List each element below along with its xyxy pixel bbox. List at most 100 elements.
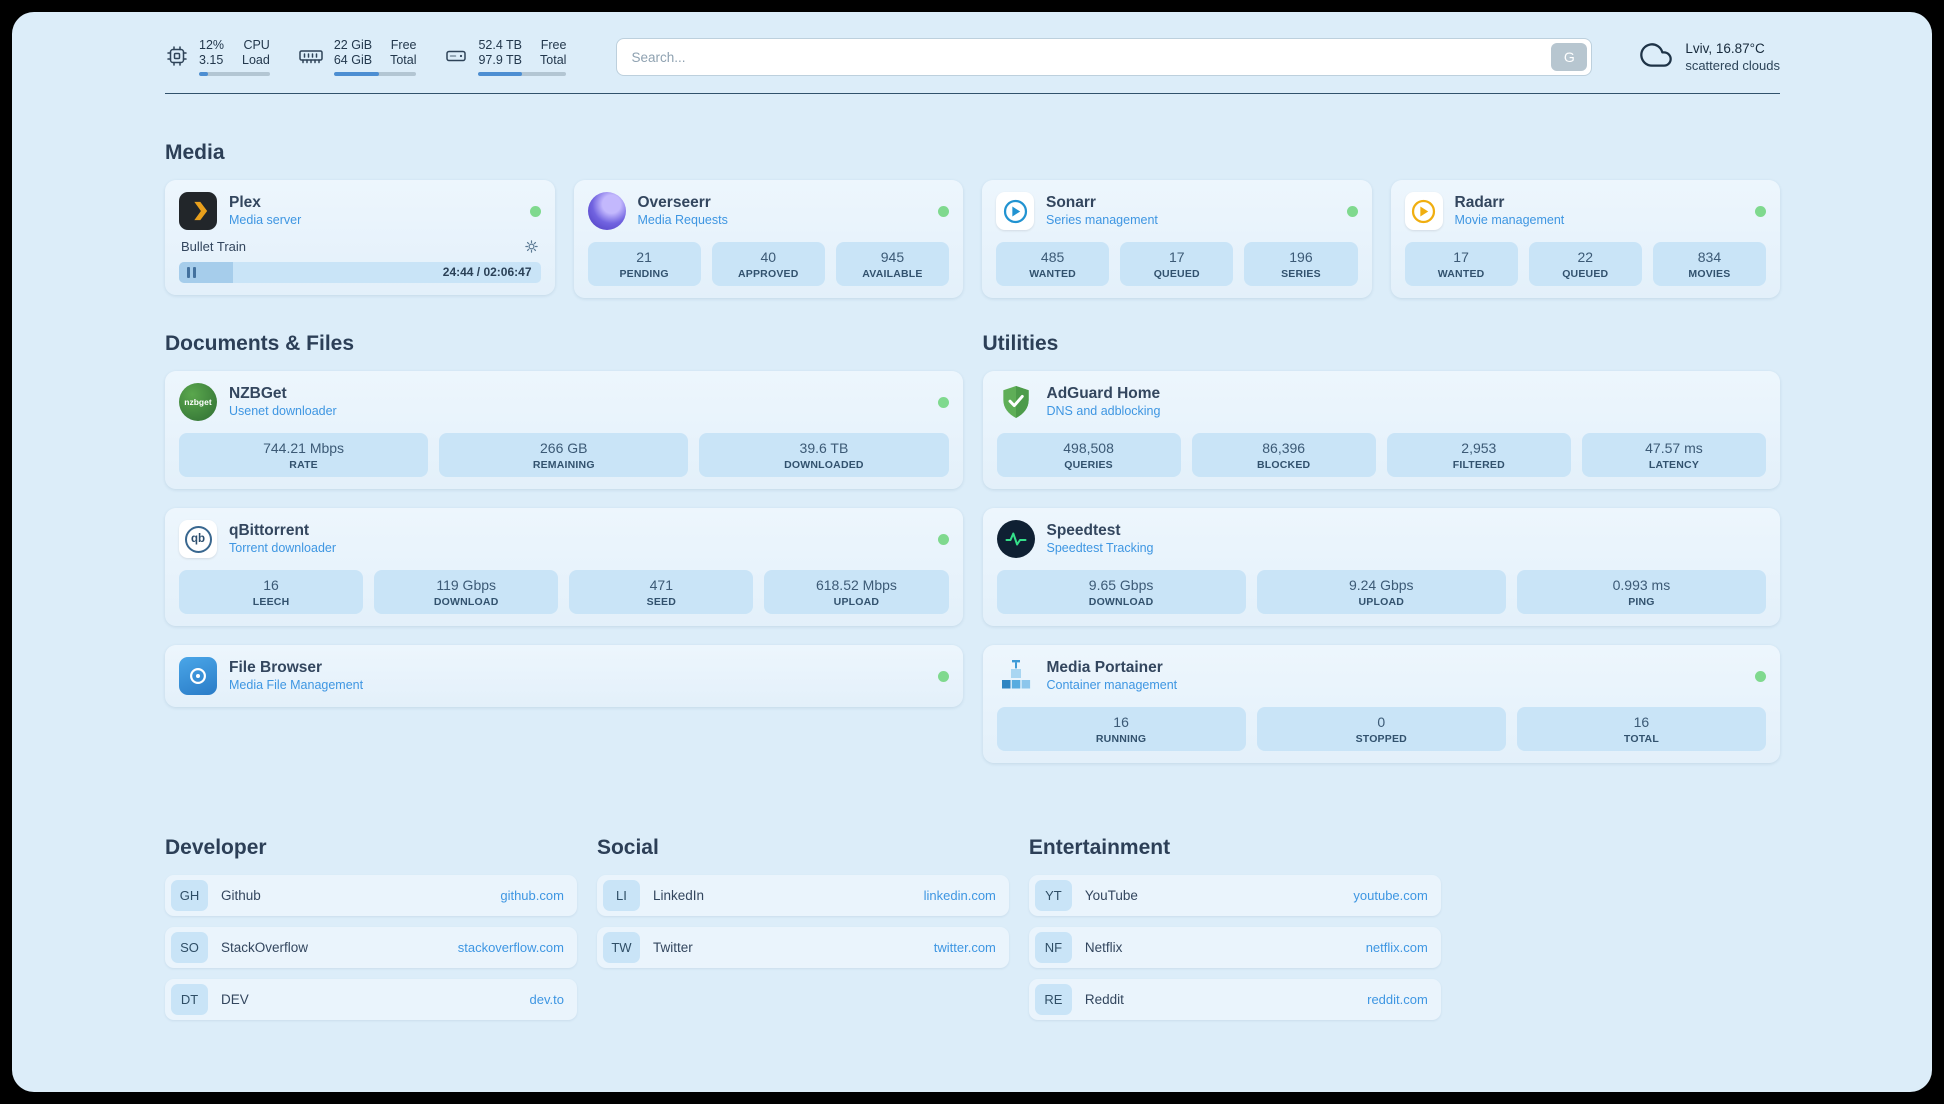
playback-progressbar[interactable]: 24:44 / 02:06:47 [179, 262, 541, 283]
topbar: 12% CPU 3.15 Load [165, 38, 1780, 76]
link-row-youtube[interactable]: YT YouTube youtube.com [1028, 875, 1441, 916]
stat-box: 0 STOPPED [1256, 707, 1506, 751]
weather-location: Lviv, 16.87°C [1685, 41, 1765, 56]
linkedin-badge: LI [602, 880, 640, 911]
cpu-progress-fill [199, 72, 208, 76]
link-url[interactable]: youtube.com [1353, 888, 1428, 903]
stat-value: 196 [1289, 249, 1313, 265]
stackoverflow-badge: SO [171, 932, 208, 963]
stat-value: 16 [263, 577, 279, 593]
stat-value: 834 [1697, 249, 1722, 265]
disk-widget: 52.4 TB Free 97.9 TB Total [444, 38, 567, 76]
qbittorrent-card[interactable]: qb qBittorrent Torrent downloader 16 LEE… [165, 508, 963, 626]
adguard-card[interactable]: AdGuard Home DNS and adblocking 498,508 … [982, 371, 1780, 489]
link-url[interactable]: reddit.com [1367, 992, 1428, 1007]
speedtest-icon [996, 520, 1035, 558]
link-row-stackoverflow[interactable]: SO StackOverflow stackoverflow.com [165, 927, 577, 968]
stat-value: 47.57 ms [1645, 440, 1703, 456]
link-url[interactable]: dev.to [529, 992, 564, 1007]
stat-label: STOPPED [1355, 733, 1407, 745]
stat-value: 0.993 ms [1612, 577, 1671, 593]
qbittorrent-icon-text: qb [184, 525, 212, 553]
link-url[interactable]: linkedin.com [923, 888, 996, 903]
radarr-status-dot [1755, 205, 1766, 217]
stat-label: PENDING [619, 268, 669, 280]
link-name: Twitter [652, 940, 693, 955]
link-name: DEV [221, 992, 249, 1007]
portainer-icon [997, 657, 1035, 695]
radarr-subtitle: Movie management [1454, 213, 1565, 228]
link-row-reddit[interactable]: RE Reddit reddit.com [1028, 979, 1441, 1020]
stat-label: WANTED [1437, 268, 1485, 280]
search-input[interactable] [616, 38, 1593, 76]
stat-box: 119 Gbps DOWNLOAD [374, 570, 559, 614]
sonarr-card[interactable]: Sonarr Series management 485 WANTED 17 Q… [982, 180, 1372, 298]
pause-icon[interactable] [187, 267, 196, 278]
playback-time: 24:44 / 02:06:47 [442, 265, 532, 279]
radarr-card[interactable]: Radarr Movie management 17 WANTED 22 QUE… [1390, 180, 1780, 298]
radarr-icon [1404, 192, 1443, 230]
disk-free-value: 52.4 TB [478, 38, 523, 52]
filebrowser-title: File Browser [229, 659, 323, 676]
stat-box: 744.21 Mbps RATE [179, 433, 429, 477]
link-url[interactable]: twitter.com [933, 940, 996, 955]
link-row-netflix[interactable]: NF Netflix netflix.com [1028, 927, 1441, 968]
stat-label: UPLOAD [1358, 596, 1405, 608]
overseerr-card[interactable]: Overseerr Media Requests 21 PENDING 40 A… [573, 180, 963, 298]
portainer-card[interactable]: Media Portainer Container management 16 … [982, 645, 1780, 763]
netflix-badge: NF [1034, 932, 1072, 963]
ram-progress-fill [333, 72, 380, 76]
portainer-status-dot [1755, 670, 1766, 682]
section-title-documents: Documents & Files [165, 332, 355, 355]
link-name: Netflix [1084, 940, 1123, 955]
link-row-dev[interactable]: DT DEV dev.to [165, 979, 577, 1020]
stat-value: 39.6 TB [799, 440, 849, 456]
developer-links: Developer GH Github github.com SO StackO… [165, 836, 577, 1031]
link-url[interactable]: stackoverflow.com [457, 940, 564, 955]
entertainment-links: Entertainment YT YouTube youtube.com NF … [1028, 836, 1441, 1031]
dev-badge: DT [171, 984, 208, 1015]
stat-box: 47.57 ms LATENCY [1581, 433, 1766, 477]
link-url[interactable]: netflix.com [1365, 940, 1428, 955]
speedtest-card[interactable]: Speedtest Speedtest Tracking 9.65 Gbps D… [982, 508, 1780, 626]
documents-column: Documents & Files nzbget NZBGet Usenet d… [165, 332, 963, 726]
gear-icon[interactable] [524, 239, 539, 254]
weather-condition: scattered clouds [1685, 58, 1780, 73]
search-engine-button[interactable]: G [1551, 43, 1588, 71]
plex-card[interactable]: Plex Media server Bullet Train [165, 180, 555, 295]
filebrowser-card[interactable]: File Browser Media File Management [165, 645, 963, 707]
link-row-github[interactable]: GH Github github.com [165, 875, 577, 916]
stat-value: 40 [760, 249, 777, 265]
stat-value: 119 Gbps [436, 577, 497, 593]
social-links: Social LI LinkedIn linkedin.com TW Twitt… [596, 836, 1009, 1031]
overseerr-status-dot [938, 205, 949, 217]
stat-value: 2,953 [1461, 440, 1497, 456]
stat-value: 17 [1168, 249, 1185, 265]
stat-box: 498,508 QUERIES [996, 433, 1181, 477]
speedtest-title: Speedtest [1046, 522, 1121, 539]
link-url[interactable]: github.com [500, 888, 564, 903]
adguard-icon [997, 383, 1035, 421]
stat-value: 618.52 Mbps [815, 577, 897, 593]
disk-total-value: 97.9 TB [478, 53, 523, 67]
nzbget-status-dot [937, 396, 949, 408]
nzbget-card[interactable]: nzbget NZBGet Usenet downloader 744.21 M… [165, 371, 963, 489]
stat-value: 16 [1633, 714, 1650, 730]
search-bar: G [616, 38, 1593, 76]
stat-box: 618.52 Mbps UPLOAD [764, 570, 949, 614]
weather-widget[interactable]: Lviv, 16.87°C scattered clouds [1638, 39, 1780, 76]
nzbget-title: NZBGet [229, 385, 287, 402]
link-row-linkedin[interactable]: LI LinkedIn linkedin.com [596, 875, 1009, 916]
stat-box: 266 GB REMAINING [439, 433, 689, 477]
qbittorrent-status-dot [937, 533, 949, 545]
link-name: StackOverflow [221, 940, 309, 955]
youtube-badge: YT [1034, 880, 1072, 911]
stat-box: 485 WANTED [996, 242, 1110, 286]
stat-value: 9.24 Gbps [1348, 577, 1414, 593]
plex-title: Plex [229, 194, 261, 211]
stat-box: 196 SERIES [1244, 242, 1358, 286]
stat-value: 22 [1577, 249, 1594, 265]
disk-progress-fill [478, 72, 523, 76]
stat-label: FILTERED [1452, 459, 1505, 471]
link-row-twitter[interactable]: TW Twitter twitter.com [596, 927, 1009, 968]
